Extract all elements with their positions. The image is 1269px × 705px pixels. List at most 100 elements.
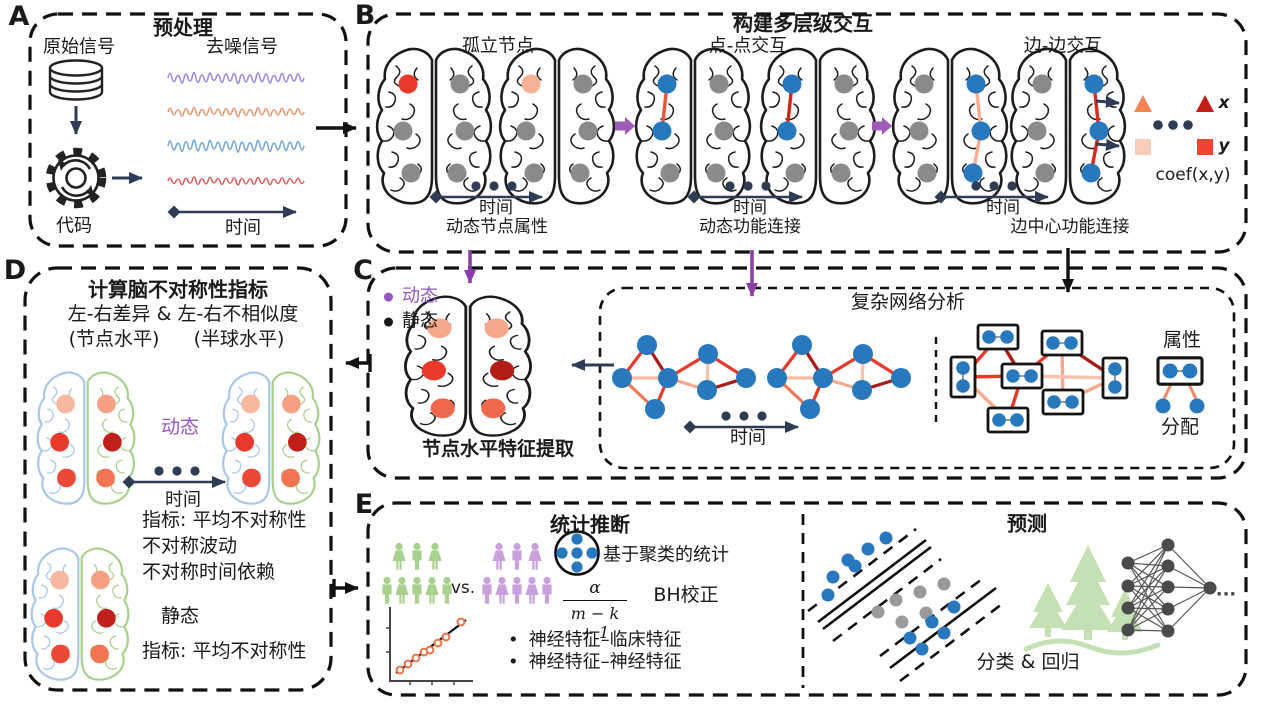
dyn-metric-3: 不对称时间依赖 — [142, 561, 276, 584]
arrow-edge-to-x — [1095, 95, 1120, 108]
panel-b-box — [366, 12, 1248, 254]
formula-denominator: m − k + 1 — [563, 600, 627, 642]
panel-b-title: 构建多层级交互 — [733, 11, 873, 36]
forest-icon — [1023, 545, 1161, 656]
time-axis-b1 — [429, 181, 543, 204]
arrow-edge-to-y — [1095, 138, 1120, 151]
bullet-neural-clinical-text: 神经特征–临床特征 — [528, 629, 682, 651]
edge-node-box — [1040, 329, 1084, 357]
models-ellipsis: ... — [1215, 579, 1237, 601]
prediction-title: 预测 — [1007, 511, 1047, 536]
lr-diff-subtitle: 左-右差异 & 左-右不相似度 — [67, 303, 299, 326]
dyn-metric-2: 不对称波动 — [142, 535, 238, 558]
brain-asym-dyn-1 — [36, 371, 136, 505]
edge-node-box — [1041, 388, 1085, 416]
gear-icon — [45, 147, 107, 209]
dynamic-network-1 — [610, 333, 758, 421]
hemisphere-level-label: (半球水平) — [193, 328, 285, 351]
panel-c-box — [366, 266, 1248, 480]
classification-regression-label: 分类 & 回归 — [976, 651, 1080, 674]
wave-red — [167, 176, 305, 186]
time-label-c: 时间 — [730, 427, 766, 449]
panel-b-graphics — [375, 47, 1214, 205]
panel-d-letter: D — [3, 254, 27, 286]
dynamic-label-d: 动态 — [160, 416, 200, 439]
brain-node-features — [403, 295, 533, 437]
panel-c-graphics — [403, 295, 1205, 437]
panel-d-title: 计算脑不对称性指标 — [88, 277, 268, 302]
signal-waveforms — [167, 71, 305, 186]
x-label: x — [1218, 93, 1230, 114]
neural-network-icon — [1121, 538, 1217, 638]
panel-d-box — [23, 266, 333, 692]
static-label-d: 静态 — [160, 605, 200, 628]
wave-blue — [167, 139, 305, 153]
legend-static: 静态 — [384, 310, 438, 332]
panel-boxes — [23, 12, 1248, 697]
coef-label: coef(x,y) — [1155, 165, 1231, 186]
point-point-label: 点-点交互 — [708, 35, 788, 57]
time-label-d: 时间 — [165, 489, 201, 511]
static-metric: 指标: 平均不对称性 — [142, 640, 307, 663]
legend-dynamic: 动态 — [384, 287, 438, 307]
panel-flow-arrows — [316, 122, 1074, 597]
denoised-signal-label: 去噪信号 — [206, 36, 278, 58]
database-icon — [48, 59, 104, 101]
panel-c-letter: C — [353, 254, 373, 286]
attr-assign-icon — [1155, 356, 1205, 414]
triangle-red-icon — [1196, 95, 1214, 112]
brain-isolated-1 — [375, 47, 493, 205]
bullet-neural-neural-text: 神经特征–神经特征 — [528, 651, 682, 673]
brain-pp-1 — [634, 47, 752, 205]
brain-pp-2 — [759, 47, 877, 205]
time-axis-c — [683, 411, 799, 434]
edge-node-box — [1000, 362, 1044, 390]
bullet-char: • — [508, 651, 519, 673]
dyn-metric-1: 指标: 平均不对称性 — [142, 509, 307, 532]
time-axis-b3 — [934, 181, 1049, 204]
square-pale-icon — [1135, 139, 1151, 155]
brain-ee-1 — [891, 47, 1009, 205]
edge-node-box — [976, 323, 1020, 351]
panel-e-letter: E — [354, 488, 374, 520]
dynamic-node-attr-label: 动态节点属性 — [446, 217, 548, 238]
wave-orange — [167, 106, 305, 118]
correlation-plot — [386, 607, 473, 685]
edge-node-box — [949, 355, 977, 399]
dynamic-bullet-icon — [384, 292, 393, 302]
code-label: 代码 — [56, 215, 92, 237]
time-label-b2: 时间 — [733, 198, 767, 219]
network-analysis-box — [598, 286, 1236, 470]
bullet-neural-neural: • 神经特征–神经特征 — [508, 651, 682, 673]
svm-plot — [807, 527, 1007, 683]
panel-e-graphics — [382, 527, 1217, 685]
coef-symbols — [1095, 95, 1214, 155]
edge-centric-fc-label: 边中心功能连接 — [1010, 217, 1130, 238]
formula-numerator: α — [589, 578, 601, 598]
edge-edge-label: 边-边交互 — [1023, 35, 1103, 57]
group-purple-people — [482, 542, 552, 604]
cluster-stats-label: 基于聚类的统计 — [603, 544, 729, 566]
time-axis-d — [122, 466, 226, 489]
triangle-salmon-icon — [1134, 95, 1152, 112]
node-feature-caption: 节点水平特征提取 — [421, 438, 575, 461]
edge-graph — [949, 323, 1129, 434]
node-level-label: (节点水平) — [68, 328, 160, 351]
legend-static-text: 静态 — [402, 310, 438, 332]
panel-a-graphics — [45, 59, 305, 219]
dynamic-network-2 — [765, 333, 913, 421]
brain-isolated-2 — [498, 47, 616, 205]
stage-arrow-1 — [615, 117, 635, 135]
group-green-people — [382, 542, 452, 604]
bh-correction-label: BH校正 — [653, 584, 719, 607]
network-analysis-title: 复杂网络分析 — [850, 291, 966, 314]
ellipsis-dot — [1153, 120, 1163, 130]
edge-node-box — [986, 406, 1030, 434]
brain-asym-dyn-2 — [221, 371, 321, 505]
raw-signal-label: 原始信号 — [43, 36, 115, 58]
wave-purple — [167, 71, 305, 85]
dynamic-fc-label: 动态功能连接 — [699, 217, 801, 238]
isolated-nodes-label: 孤立节点 — [462, 35, 534, 57]
